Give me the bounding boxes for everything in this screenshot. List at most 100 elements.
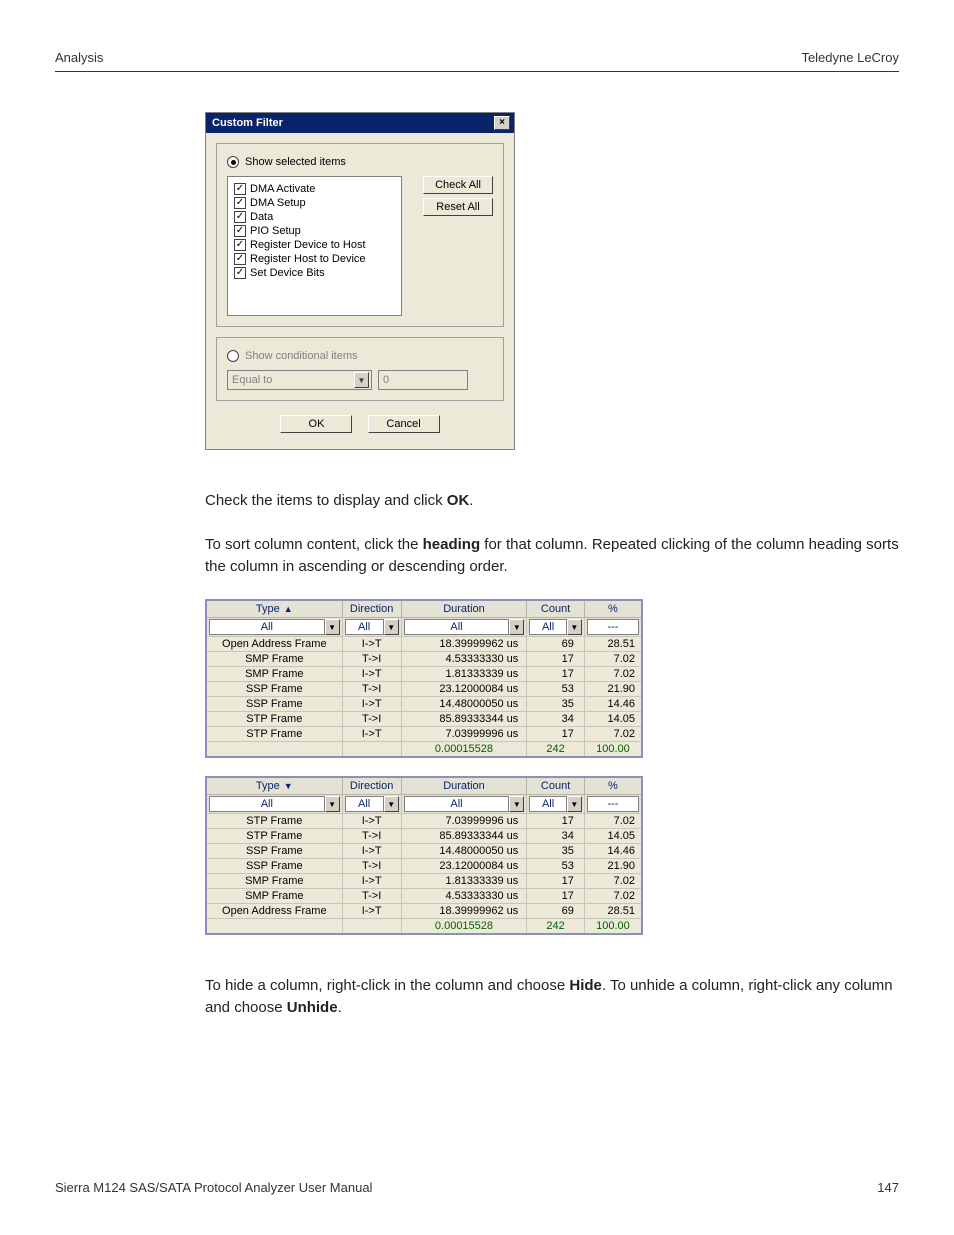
sorted-table-desc: Type▼ Direction Duration Count % All▼ Al… [205,776,643,935]
text: Check the items to display and click [205,492,447,509]
cell: I->T [342,697,401,712]
item-label: Register Device to Host [250,239,366,251]
item-label: PIO Setup [250,225,301,237]
chevron-down-icon[interactable]: ▼ [325,619,340,635]
chevron-down-icon[interactable]: ▼ [509,796,524,812]
table-row: SSP FrameI->T14.48000050 us3514.46 [206,697,642,712]
cell: 14.46 [584,844,642,859]
cell: STP Frame [206,829,342,844]
item-label: DMA Activate [250,183,315,195]
col-header-count[interactable]: Count [527,777,585,795]
cell: 7.02 [584,814,642,829]
filter-type[interactable]: All [209,796,325,812]
checkbox-icon: ✓ [234,267,246,279]
filter-duration[interactable]: All [404,796,510,812]
col-header-type[interactable]: Type▼ [206,777,342,795]
close-icon[interactable]: × [494,116,510,130]
list-item[interactable]: ✓Data [234,211,395,223]
cell: SMP Frame [206,667,342,682]
filter-count[interactable]: All [529,619,567,635]
sorted-table-asc: Type▲ Direction Duration Count % All▼ Al… [205,599,643,758]
table-row: STP FrameI->T7.03999996 us177.02 [206,814,642,829]
cell: 28.51 [584,904,642,919]
chevron-down-icon[interactable]: ▼ [325,796,340,812]
checkbox-icon: ✓ [234,183,246,195]
item-label: Register Host to Device [250,253,366,265]
radio-label: Show conditional items [245,350,358,362]
list-item[interactable]: ✓Set Device Bits [234,267,395,279]
radio-icon [227,156,239,168]
total-percent: 100.00 [584,919,642,935]
cell: STP Frame [206,712,342,727]
header-right: Teledyne LeCroy [801,50,899,65]
col-header-count[interactable]: Count [527,600,585,618]
table-row: Open Address FrameI->T18.39999962 us6928… [206,637,642,652]
chevron-down-icon[interactable]: ▼ [567,796,582,812]
paragraph: Check the items to display and click OK. [205,490,899,512]
list-item[interactable]: ✓ PIO Setup [234,225,395,237]
col-header-percent[interactable]: % [584,600,642,618]
cell: 53 [527,682,585,697]
condition-value: 0 [378,370,468,390]
chevron-down-icon[interactable]: ▼ [567,619,582,635]
cell: 21.90 [584,682,642,697]
radio-show-conditional[interactable]: Show conditional items [227,350,493,362]
cell: 7.02 [584,727,642,742]
filter-percent[interactable]: --- [587,619,639,635]
cell: STP Frame [206,727,342,742]
table-header-row: Type▼ Direction Duration Count % [206,777,642,795]
cell: 85.89333344 us [401,712,527,727]
col-header-percent[interactable]: % [584,777,642,795]
radio-show-selected[interactable]: Show selected items [227,156,493,168]
filter-duration[interactable]: All [404,619,510,635]
checkbox-icon: ✓ [234,239,246,251]
cell: 21.90 [584,859,642,874]
table-header-row: Type▲ Direction Duration Count % [206,600,642,618]
paragraph: To hide a column, right-click in the col… [205,975,899,1019]
col-header-duration[interactable]: Duration [401,600,527,618]
chevron-down-icon[interactable]: ▼ [509,619,524,635]
filter-percent[interactable]: --- [587,796,639,812]
list-item[interactable]: ✓ DMA Activate [234,183,395,195]
chevron-down-icon[interactable]: ▼ [384,796,399,812]
cell: T->I [342,712,401,727]
item-label: Data [250,211,273,223]
filter-type[interactable]: All [209,619,325,635]
text-bold: Unhide [287,999,338,1016]
list-item[interactable]: ✓Register Host to Device [234,253,395,265]
cell: 23.12000084 us [401,859,527,874]
cell: 1.81333339 us [401,874,527,889]
col-header-direction[interactable]: Direction [342,777,401,795]
selected-items-group: Show selected items ✓ DMA Activate ✓DMA S… [216,143,504,327]
col-header-duration[interactable]: Duration [401,777,527,795]
list-item[interactable]: ✓ Register Device to Host [234,239,395,251]
filter-count[interactable]: All [529,796,567,812]
text: To hide a column, right-click in the col… [205,977,569,994]
table-row: STP FrameT->I85.89333344 us3414.05 [206,829,642,844]
items-listbox[interactable]: ✓DMA Activate ✓DMA Setup ✓Data ✓PIO Setu… [227,176,402,316]
cell: 7.02 [584,874,642,889]
table-row: SMP FrameT->I4.53333330 us177.02 [206,889,642,904]
filter-direction[interactable]: All [345,619,384,635]
cell: SSP Frame [206,697,342,712]
filter-direction[interactable]: All [345,796,384,812]
condition-combo: Equal to ▼ [227,370,372,390]
filter-row: All▼ All▼ All▼ All▼ --- [206,618,642,637]
total-percent: 100.00 [584,742,642,758]
checkbox-icon: ✓ [234,225,246,237]
reset-all-button[interactable]: Reset All [423,198,493,216]
cell: I->T [342,844,401,859]
list-item[interactable]: ✓DMA Setup [234,197,395,209]
col-header-direction[interactable]: Direction [342,600,401,618]
cancel-button[interactable]: Cancel [368,415,440,433]
ok-button[interactable]: OK [280,415,352,433]
col-header-type[interactable]: Type▲ [206,600,342,618]
footer-right: 147 [877,1180,899,1195]
text: To sort column content, click the [205,536,423,553]
chevron-down-icon[interactable]: ▼ [384,619,399,635]
custom-filter-dialog: Custom Filter × Show selected items ✓DMA… [205,112,515,450]
cell: 7.02 [584,889,642,904]
check-all-button[interactable]: Check All [423,176,493,194]
cell: 14.46 [584,697,642,712]
cell: 35 [527,697,585,712]
